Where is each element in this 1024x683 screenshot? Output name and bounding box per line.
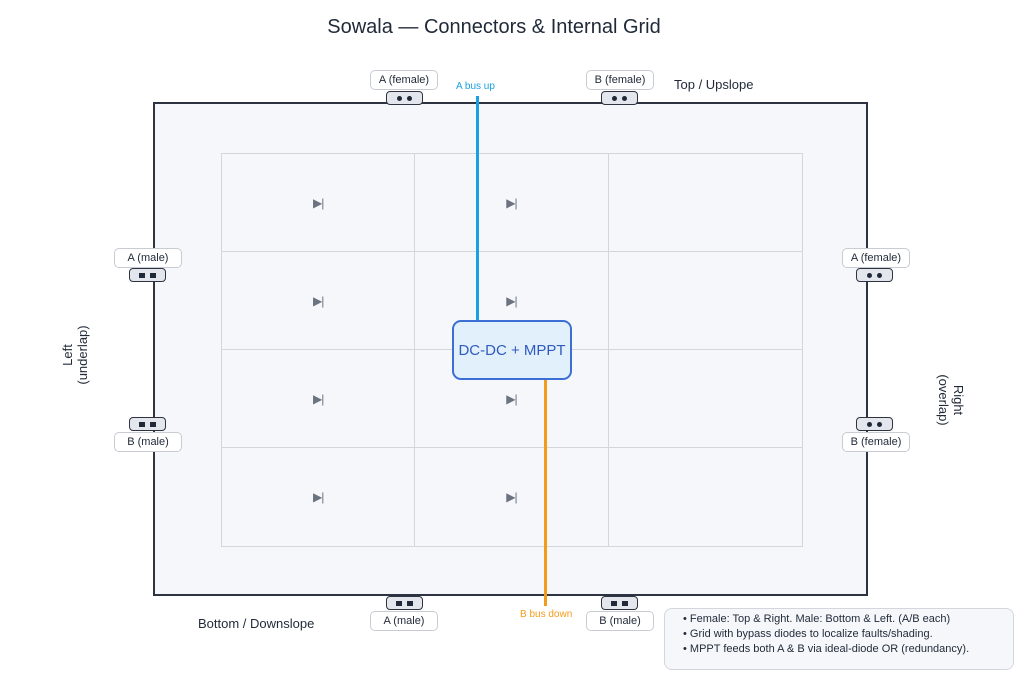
- pin-icon: [612, 95, 617, 101]
- pin-icon: [611, 600, 617, 606]
- grid-cell: [608, 350, 802, 448]
- internal-grid: ▶| ▶| ▶| ▶| ▶| ▶| ▶| ▶|: [221, 153, 803, 547]
- b-bus-label: B bus down: [520, 609, 573, 620]
- mppt-box: DC-DC + MPPT: [452, 320, 572, 380]
- bottom-side-label: Bottom / Downslope: [198, 616, 315, 631]
- grid-cell: ▶|: [415, 350, 609, 448]
- grid-cell: [608, 252, 802, 350]
- bypass-diode-icon: ▶|: [312, 293, 324, 308]
- grid-cell: ▶|: [415, 154, 609, 252]
- left-a-connector-label: A (male): [114, 248, 182, 268]
- pin-icon: [150, 272, 156, 278]
- top-a-connector-label: A (female): [370, 70, 438, 90]
- pin-icon: [139, 272, 145, 278]
- pin-icon: [877, 421, 882, 427]
- right-b-female-connector-icon: [856, 417, 893, 431]
- diagram-title: Sowala — Connectors & Internal Grid: [327, 16, 661, 38]
- pin-icon: [622, 95, 627, 101]
- top-side-label: Top / Upslope: [674, 77, 754, 92]
- right-side-label: Right (overlap): [936, 374, 966, 426]
- top-a-female-connector-icon: [386, 91, 423, 105]
- left-b-connector-label: B (male): [114, 432, 182, 452]
- pin-icon: [139, 421, 145, 427]
- grid-cell: ▶|: [222, 154, 416, 252]
- right-a-female-connector-icon: [856, 268, 893, 282]
- notes-box: • Female: Top & Right. Male: Bottom & Le…: [664, 608, 1014, 670]
- grid-cell: ▶|: [415, 448, 609, 546]
- grid-cell: ▶|: [222, 252, 416, 350]
- bypass-diode-icon: ▶|: [506, 293, 517, 308]
- a-bus-label: A bus up: [456, 81, 495, 92]
- pin-icon: [867, 272, 872, 278]
- top-b-connector-label: B (female): [586, 70, 654, 90]
- top-b-female-connector-icon: [601, 91, 638, 105]
- right-a-connector-label: A (female): [842, 248, 910, 268]
- bypass-diode-icon: ▶|: [312, 195, 324, 210]
- left-side-label: Left (underlap): [60, 325, 90, 385]
- bottom-a-male-connector-icon: [386, 596, 423, 610]
- pin-icon: [407, 600, 413, 606]
- bypass-diode-icon: ▶|: [312, 490, 324, 504]
- bottom-a-connector-label: A (male): [370, 611, 438, 631]
- bypass-diode-icon: ▶|: [312, 391, 324, 406]
- pin-icon: [867, 421, 872, 427]
- note-line: • MPPT feeds both A & B via ideal-diode …: [683, 643, 970, 655]
- grid-cell: [609, 448, 802, 546]
- pin-icon: [150, 421, 156, 427]
- a-bus-line: [476, 96, 479, 322]
- pin-icon: [396, 600, 402, 606]
- right-b-connector-label: B (female): [842, 432, 910, 452]
- note-line: • Grid with bypass diodes to localize fa…: [683, 628, 933, 640]
- bypass-diode-icon: ▶|: [506, 391, 517, 406]
- pin-icon: [397, 95, 402, 101]
- left-b-male-connector-icon: [129, 417, 166, 431]
- pin-icon: [407, 95, 412, 101]
- b-bus-line: [544, 378, 547, 606]
- bottom-b-male-connector-icon: [601, 596, 638, 610]
- bypass-diode-icon: ▶|: [506, 195, 517, 210]
- mppt-label: DC-DC + MPPT: [458, 341, 566, 359]
- pin-icon: [622, 600, 628, 606]
- left-a-male-connector-icon: [129, 268, 166, 282]
- bypass-diode-icon: ▶|: [506, 490, 517, 504]
- grid-cell: ▶|: [222, 448, 416, 546]
- note-line: • Female: Top & Right. Male: Bottom & Le…: [683, 613, 951, 625]
- grid-cell: [608, 154, 802, 252]
- grid-cell: ▶|: [222, 350, 416, 448]
- bottom-b-connector-label: B (male): [586, 611, 654, 631]
- pin-icon: [877, 272, 882, 278]
